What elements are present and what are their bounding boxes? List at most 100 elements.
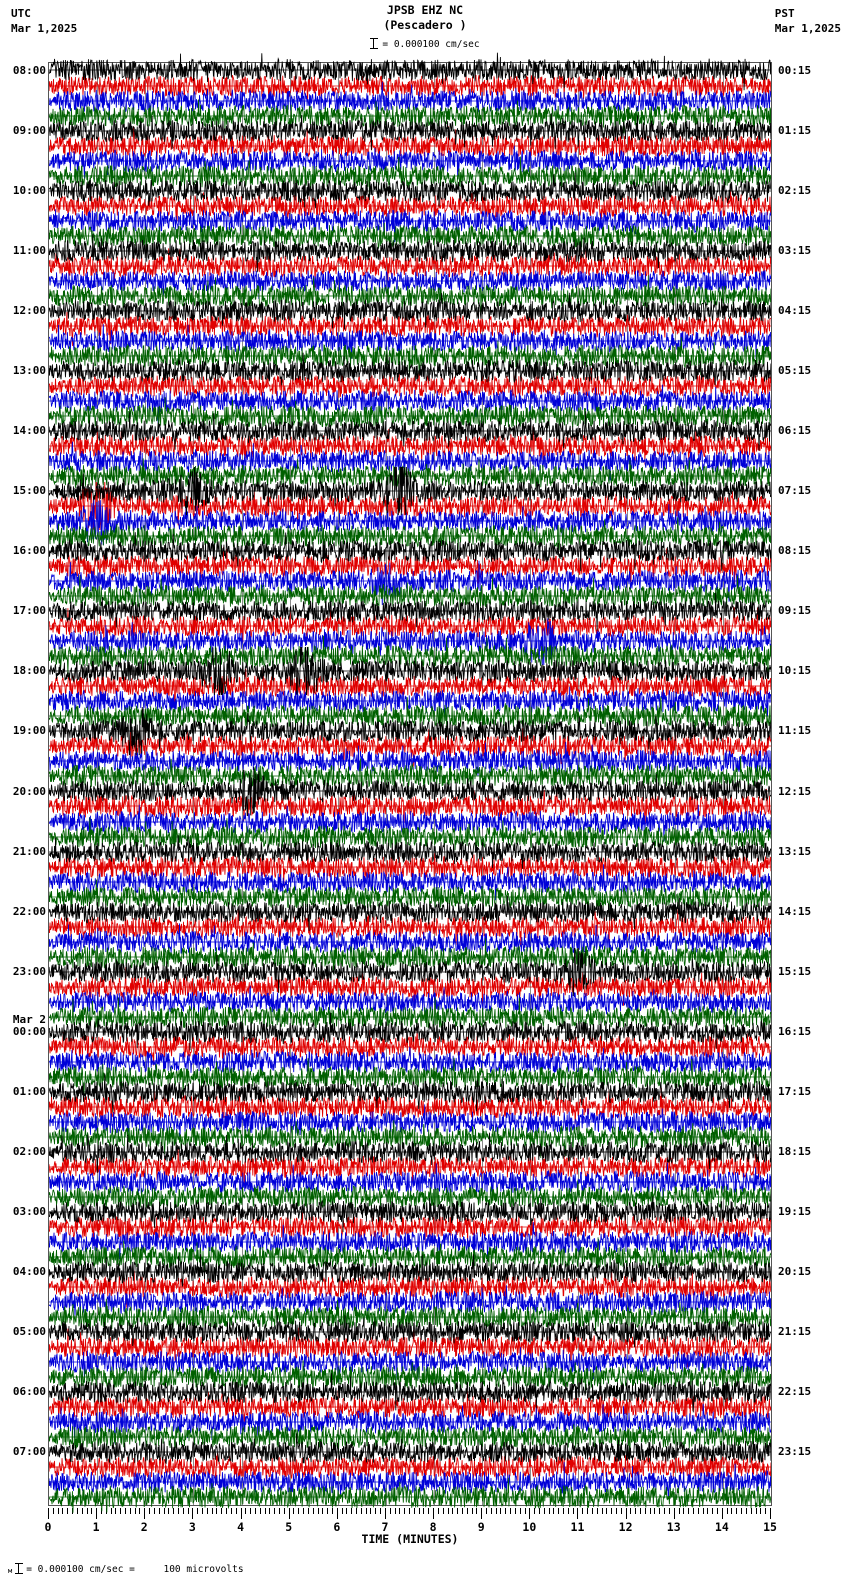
trace-path [49,697,771,737]
x-tick-minor [158,1508,160,1514]
x-tick-minor [211,1508,213,1514]
x-tick-major-4 [240,1508,242,1519]
right-hour-label-20-15: 20:15 [778,1265,812,1279]
x-tick-minor [553,1508,555,1514]
trace-row-20 [49,352,771,386]
x-tick-major-0 [48,1508,49,1519]
x-tick-minor [664,1508,666,1514]
trace-path [49,863,771,901]
trace-path [49,756,771,790]
trace-path [49,208,771,242]
trace-path [49,804,771,841]
trace-path [49,1254,771,1287]
helicorder-plot-area: 08:00 09:00 10:00 11:00 12:00 13:00 14:00 15:00… [0,53,850,1514]
x-tick-minor [668,1508,670,1514]
trace-path [49,997,771,1035]
trace-path [49,668,771,706]
trace-row-47 [49,756,771,790]
trace-path [49,53,771,91]
trace-path [49,292,771,330]
pst-date-label: Mar 1,2025 [774,22,841,35]
gridline-minute-2 [145,63,147,1505]
trace-path [49,687,771,718]
x-tick-minor [495,1508,497,1514]
trace-row-3 [49,99,771,133]
x-tick-minor [702,1508,704,1514]
x-tick-major-13 [673,1508,675,1519]
left-hour-label-18-00: 18:00 [12,664,46,678]
trace-row-66 [49,1046,771,1074]
x-tick-minor [197,1508,199,1514]
trace-row-89 [49,1388,771,1424]
right-hour-label-09-15: 09:15 [778,604,812,618]
gridline-minute-3 [193,63,195,1505]
x-tick-minor [250,1508,252,1514]
x-tick-minor [630,1508,632,1514]
trace-row-18 [49,324,771,359]
trace-path [49,707,771,756]
x-tick-minor [505,1508,507,1514]
trace-row-10 [49,208,771,242]
x-tick-major-2 [144,1508,146,1519]
trace-container [49,53,771,1514]
x-tick-minor [418,1508,420,1514]
right-hour-label-10-15: 10:15 [778,664,812,678]
x-tick-minor [307,1508,309,1514]
right-hour-label-14-15: 14:15 [778,904,812,918]
trace-row-28 [49,467,771,516]
trace-row-56 [49,895,771,931]
header-center-block: JPSB EHZ NC (Pescadero ) [0,3,850,33]
x-tick-minor [717,1508,719,1514]
right-hour-label-18-15: 18:15 [778,1145,812,1158]
trace-row-7 [49,156,771,196]
trace-path [49,1237,771,1275]
x-tick-minor [125,1508,126,1514]
x-tick-minor [611,1508,613,1514]
x-tick-minor [226,1508,228,1514]
trace-row-87 [49,1360,771,1394]
trace-path [49,560,771,606]
x-tick-minor [81,1508,83,1514]
x-tick-major-8 [433,1508,435,1519]
x-tick-label-5: 5 [285,1520,293,1534]
gridline-minute-13 [674,63,676,1505]
x-tick-minor [649,1508,651,1514]
x-tick-minor [206,1508,208,1514]
x-tick-minor [259,1508,261,1514]
trace-path [49,1194,771,1233]
left-hour-label-19-00: 19:00 [12,724,46,738]
x-tick-minor [640,1508,642,1514]
x-tick-minor [409,1508,410,1514]
trace-row-24 [49,411,771,451]
x-tick-minor [471,1508,473,1514]
x-tick-major-7 [384,1508,386,1519]
x-tick-minor [351,1508,353,1514]
trace-row-78 [49,1222,771,1260]
x-tick-minor [264,1508,266,1514]
x-tick-major-12 [625,1508,627,1519]
trace-path [49,337,771,376]
trace-row-17 [49,311,771,346]
x-tick-minor [177,1508,179,1514]
trace-row-2 [49,81,771,120]
x-tick-minor [356,1508,358,1514]
trace-path [49,1087,771,1128]
x-tick-label-6: 6 [333,1520,341,1534]
gridline-minute-11 [578,63,580,1505]
x-tick-minor [582,1508,584,1514]
x-tick-minor [543,1508,545,1514]
left-hour-label-21-00: 21:00 [12,844,46,858]
x-tick-label-10: 10 [522,1520,537,1534]
trace-row-19 [49,337,771,376]
x-tick-label-1: 1 [92,1520,100,1534]
right-time-axis: 00:15 01:15 02:15 03:15 04:15 05:15 06:15 07:15… [776,62,850,1506]
trace-row-53 [49,849,771,887]
scale-note-text: = 0.000100 cm/sec [382,39,480,50]
x-tick-minor [327,1508,329,1514]
trace-path [49,248,771,288]
trace-path [49,311,771,346]
left-hour-label-17-00: 17:00 [12,604,46,618]
trace-row-21 [49,367,771,398]
left-date-divider-label: Mar 2 [12,1012,46,1026]
right-hour-label-17-15: 17:15 [778,1084,812,1098]
